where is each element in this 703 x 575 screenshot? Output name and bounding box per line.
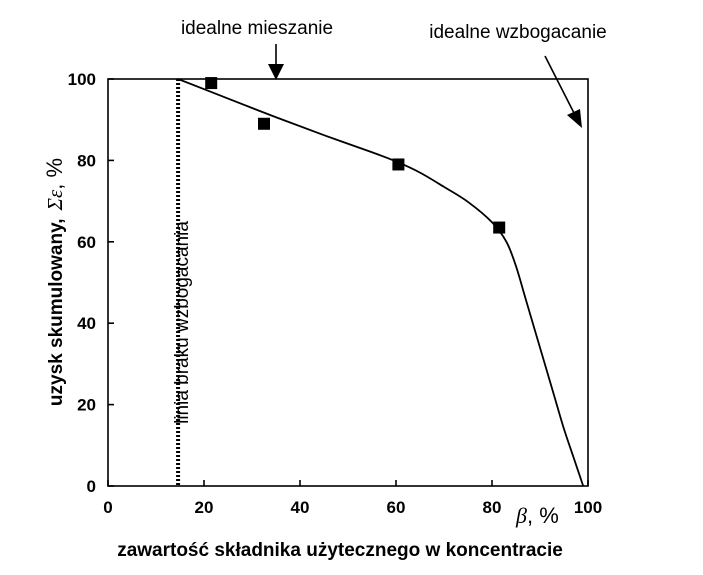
- plot-area: [107, 78, 589, 487]
- y-tick-label: 60: [77, 233, 96, 252]
- y-tick-label: 100: [68, 70, 96, 89]
- y-axis-title: uzysk skumulowany, Σε, %: [42, 158, 67, 406]
- no-enrichment-line-label: linia braku wzbogacania: [172, 221, 193, 424]
- x-axis-unit-text: , %: [527, 503, 559, 528]
- y-tick-label: 20: [77, 396, 96, 415]
- x-tick-label: 80: [483, 498, 502, 517]
- ideal-mixing-label: idealne mieszanie: [181, 18, 333, 39]
- y-axis-ticks: 0 20 40 60 80 100: [68, 70, 114, 496]
- x-tick-label: 100: [574, 498, 602, 517]
- y-axis-label: uzysk skumulowany,: [46, 218, 67, 406]
- ideal-enrichment-label: idealne wzbogacanie: [429, 22, 606, 43]
- data-point: [392, 158, 405, 171]
- x-tick-label: 0: [103, 498, 112, 517]
- x-tick-label: 60: [387, 498, 406, 517]
- x-axis-title: zawartość składnika użytecznego w koncen…: [117, 540, 563, 561]
- x-axis-ticks: 0 20 40 60 80 100: [103, 480, 602, 517]
- y-tick-label: 0: [87, 477, 96, 496]
- data-point: [258, 117, 270, 130]
- ideal-mixing-arrowhead: [268, 64, 284, 80]
- recovery-curve: [177, 78, 585, 487]
- y-axis-symbol: Σε: [43, 189, 67, 211]
- x-axis-unit: β, %: [515, 503, 559, 528]
- y-axis-unit: , %: [42, 158, 67, 190]
- y-tick-label: 40: [77, 314, 96, 333]
- ideal-enrichment-arrow: [544, 55, 575, 114]
- y-tick-label: 80: [77, 151, 96, 170]
- ideal-enrichment-arrowhead: [567, 109, 582, 128]
- data-point: [493, 221, 506, 234]
- data-markers: [205, 77, 506, 234]
- x-axis-symbol: β: [515, 503, 527, 528]
- x-tick-label: 20: [195, 498, 214, 517]
- x-tick-label: 40: [291, 498, 310, 517]
- data-point: [205, 77, 218, 90]
